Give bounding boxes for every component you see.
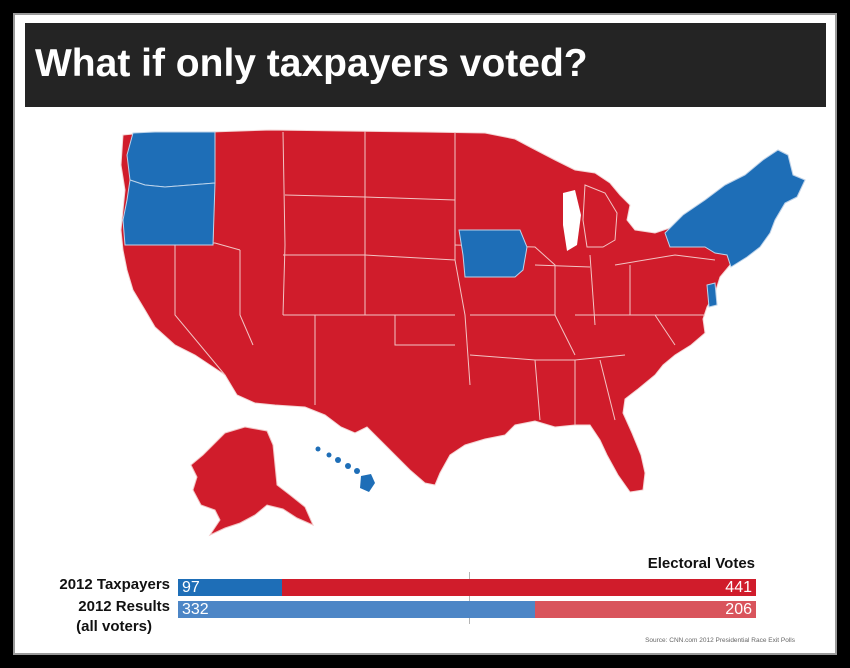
results-rep-bar: 206	[535, 601, 756, 618]
state-oregon	[122, 179, 216, 246]
state-washington	[126, 131, 216, 188]
state-delaware	[706, 282, 718, 308]
state-group-new-york-new-england	[664, 149, 806, 268]
row-label-results: 2012 Results	[78, 598, 170, 615]
results-dem-bar: 332	[178, 601, 535, 618]
source-note: Source: CNN.com 2012 Presidential Race E…	[645, 637, 795, 644]
results-dem-value: 332	[182, 601, 209, 618]
state-iowa	[458, 229, 528, 278]
state-borders	[125, 131, 716, 425]
electoral-votes-header: Electoral Votes	[647, 555, 755, 572]
state-alaska	[190, 426, 314, 537]
results-rep-value: 206	[725, 601, 752, 618]
state-michigan	[582, 184, 618, 248]
state-hawaii	[315, 446, 375, 492]
taxpayers-dem-value: 97	[182, 579, 200, 596]
majority-line	[469, 572, 470, 624]
contiguous-us-shape	[120, 129, 806, 493]
title-bar: What if only taxpayers voted?	[25, 23, 826, 107]
row-label-results-sublabel: (all voters)	[76, 618, 152, 635]
row-label-taxpayers: 2012 Taxpayers	[59, 576, 170, 593]
taxpayers-rep-bar: 441	[282, 579, 756, 596]
us-electoral-map	[120, 129, 806, 537]
image-frame: What if only taxpayers voted?	[13, 13, 837, 655]
lake-michigan	[563, 190, 581, 251]
taxpayers-rep-value: 441	[725, 579, 752, 596]
taxpayers-dem-bar: 97	[178, 579, 282, 596]
map-title: What if only taxpayers voted?	[35, 42, 588, 85]
